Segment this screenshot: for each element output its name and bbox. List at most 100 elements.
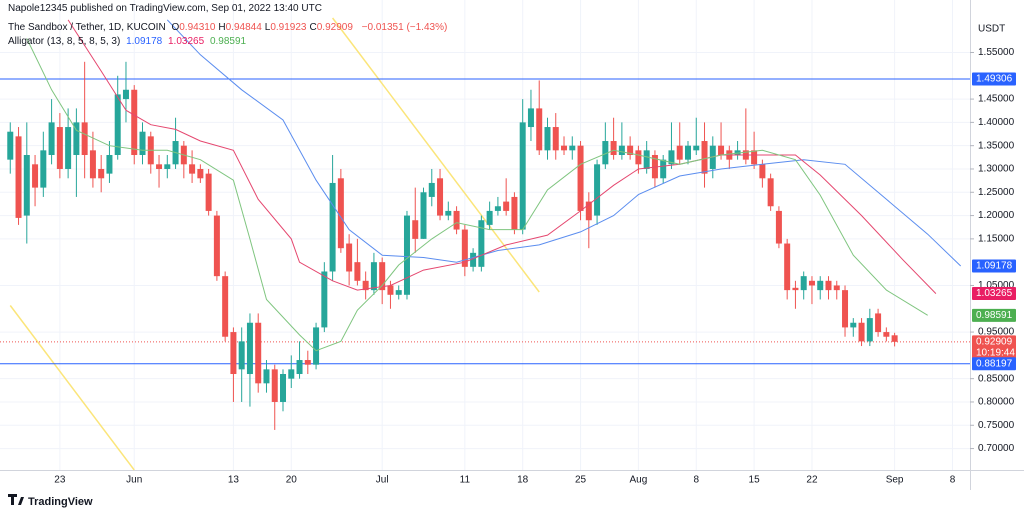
candle-body <box>552 127 559 151</box>
candle-body <box>114 94 121 155</box>
price-marker <box>972 72 1016 86</box>
candle-body <box>428 182 435 197</box>
candle-body <box>337 178 344 249</box>
price-marker-label: 1.49306 <box>976 74 1013 85</box>
candle-body <box>420 192 427 239</box>
candle-body <box>817 280 824 291</box>
candle-body <box>503 201 510 211</box>
y-tick-label: 1.05000 <box>978 280 1015 291</box>
candle-body <box>767 178 774 207</box>
ohlc-value: 0.92909 <box>316 22 353 33</box>
candle-body <box>238 341 245 370</box>
candle-body <box>313 327 320 365</box>
candle-body <box>271 369 278 402</box>
countdown-label: 10:19:44 <box>976 347 1015 358</box>
candle-body <box>156 164 163 169</box>
candle-body <box>139 131 146 155</box>
candle-body <box>213 215 220 277</box>
candle-body <box>866 318 873 342</box>
candle-body <box>684 145 691 160</box>
candle-body <box>189 164 196 174</box>
candle-body <box>445 210 452 216</box>
candle-body <box>321 271 328 328</box>
candle-body <box>122 89 129 100</box>
price-marker-label: 0.88197 <box>976 358 1013 369</box>
candle-body <box>379 262 386 291</box>
candle-body <box>561 145 568 151</box>
price-marker <box>972 357 1016 371</box>
indicator-line: Alligator (13, 8, 5, 8, 5, 3) 1.09178 1.… <box>8 36 249 47</box>
candle-body <box>304 360 311 365</box>
candle-body <box>437 178 444 216</box>
x-tick-label: 11 <box>460 475 471 486</box>
candle-body <box>594 164 601 216</box>
candle-body <box>718 145 725 155</box>
y-tick-label: 1.30000 <box>978 164 1015 175</box>
x-tick-label: 13 <box>228 475 240 486</box>
candle-body <box>891 335 898 342</box>
candle-body <box>403 215 410 295</box>
x-tick-label: 23 <box>54 475 66 486</box>
candle-body <box>643 150 650 169</box>
indicator-name: Alligator (13, 8, 5, 8, 5, 3) <box>8 36 121 47</box>
candle-body <box>98 168 105 179</box>
x-tick-label: Jul <box>376 475 389 486</box>
candle-body <box>346 243 353 272</box>
candle-body <box>106 154 113 174</box>
ohlc-value: 0.94844 <box>225 22 262 33</box>
price-marker <box>972 308 1016 322</box>
candle-body <box>362 280 369 291</box>
candle-body <box>65 127 72 169</box>
ohlc-key: L <box>264 22 271 33</box>
price-marker-label: 1.03265 <box>976 288 1013 299</box>
candle-body <box>453 210 460 230</box>
legend-ohlc: O0.94310 H0.94844 L0.91923 C0.92909 <box>171 22 355 33</box>
y-tick-label: 1.35000 <box>978 140 1015 151</box>
candles <box>7 61 898 430</box>
ohlc-key: H <box>218 22 226 33</box>
candle-body <box>296 360 303 375</box>
x-tick-label: Jun <box>126 475 142 486</box>
candle-body <box>759 164 766 179</box>
candle-body <box>370 262 377 291</box>
candle-body <box>387 285 394 295</box>
candle-body <box>486 210 493 225</box>
candle-body <box>246 322 253 375</box>
price-marker <box>972 259 1016 273</box>
price-marker <box>972 287 1016 301</box>
y-tick-label: 1.20000 <box>978 210 1015 221</box>
candle-body <box>56 127 63 169</box>
x-tick-label: Aug <box>630 475 648 486</box>
candle-body <box>40 150 47 188</box>
published-line: Napole12345 published on TradingView.com… <box>8 3 322 14</box>
legend-line: The Sandbox / Tether, 1D, KUCOIN O0.9431… <box>8 22 450 33</box>
ohlc-value: 0.91923 <box>270 22 307 33</box>
candle-body <box>602 141 609 165</box>
candle-body <box>784 243 791 291</box>
grid <box>0 0 970 470</box>
candle-body <box>527 108 534 128</box>
candle-body <box>883 332 890 337</box>
footer-logo <box>8 494 24 505</box>
candle-body <box>833 285 840 291</box>
candle-body <box>280 374 287 402</box>
x-tick-label: 22 <box>806 475 818 486</box>
candle-body <box>23 154 30 216</box>
candle-body <box>660 159 667 179</box>
candle-body <box>73 122 80 155</box>
candle-body <box>850 322 857 328</box>
y-tick-label: 0.95000 <box>978 327 1015 338</box>
x-tick-label: 18 <box>517 475 529 486</box>
candle-body <box>354 262 361 281</box>
indicator-value: 1.03265 <box>168 36 205 47</box>
candle-body <box>15 136 22 218</box>
x-tick-label: 8 <box>693 475 699 486</box>
y-tick-label: 0.70000 <box>978 443 1015 454</box>
price-marker <box>972 335 1016 360</box>
x-tick-label: 8 <box>950 475 956 486</box>
candle-body <box>89 150 96 179</box>
candle-body <box>858 322 865 342</box>
candle-body <box>569 145 576 151</box>
candle-body <box>164 164 171 169</box>
candle-body <box>693 145 700 151</box>
